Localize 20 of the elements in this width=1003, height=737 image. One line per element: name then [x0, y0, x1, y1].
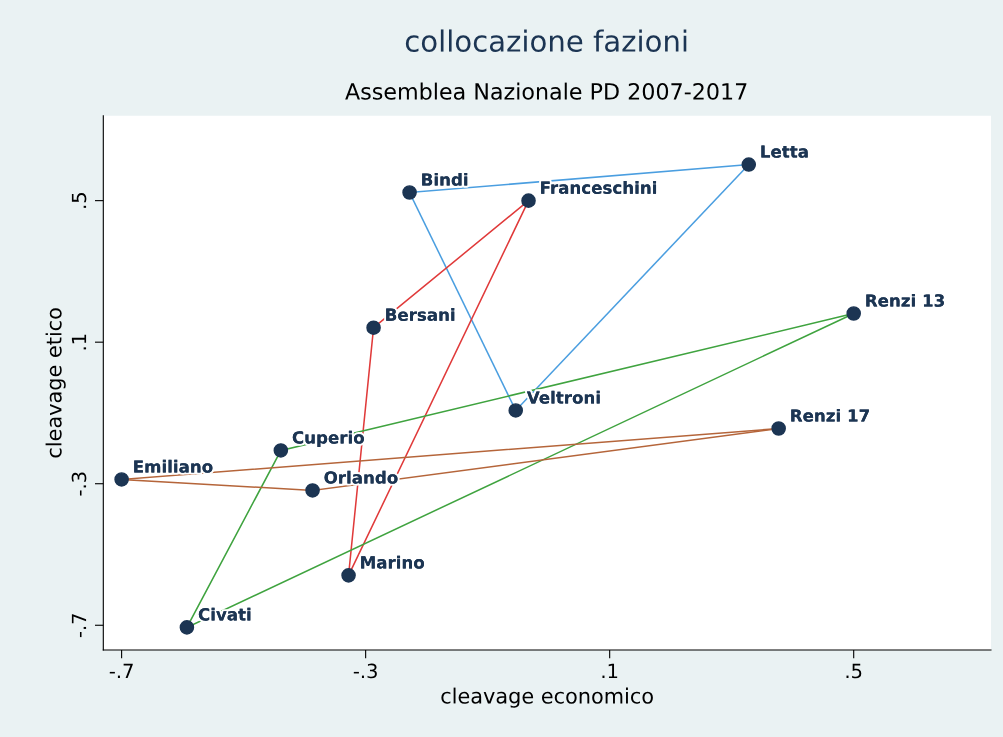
- annotation: Emiliano: [134, 459, 213, 473]
- annotation: Bindi: [422, 172, 468, 186]
- x-tick-label: -.7: [109, 663, 133, 678]
- x-tick-label: .1: [602, 663, 618, 678]
- x-tick-label: .5: [846, 663, 862, 679]
- annotation: Renzi 17: [791, 408, 869, 422]
- y-tick-label: .1: [71, 334, 87, 350]
- x-axis-title: cleavage economico: [441, 687, 653, 708]
- chart-title: collocazione fazioni: [405, 29, 687, 52]
- annotation: Letta: [761, 145, 808, 158]
- annotation: Marino: [361, 555, 425, 569]
- chart-subtitle: Assemblea Nazionale PD 2007-2017: [345, 82, 747, 100]
- y-tick-label: -.7: [71, 614, 87, 638]
- y-axis-title: cleavage etico: [45, 308, 66, 458]
- annotation: Veltroni: [526, 390, 600, 404]
- annotation: Renzi 13: [866, 293, 944, 307]
- y-tick-label: .5: [71, 193, 87, 208]
- annotation: Franceschini: [541, 181, 657, 194]
- x-tick-label: -.3: [353, 663, 377, 679]
- y-tick-label: -.3: [71, 472, 87, 496]
